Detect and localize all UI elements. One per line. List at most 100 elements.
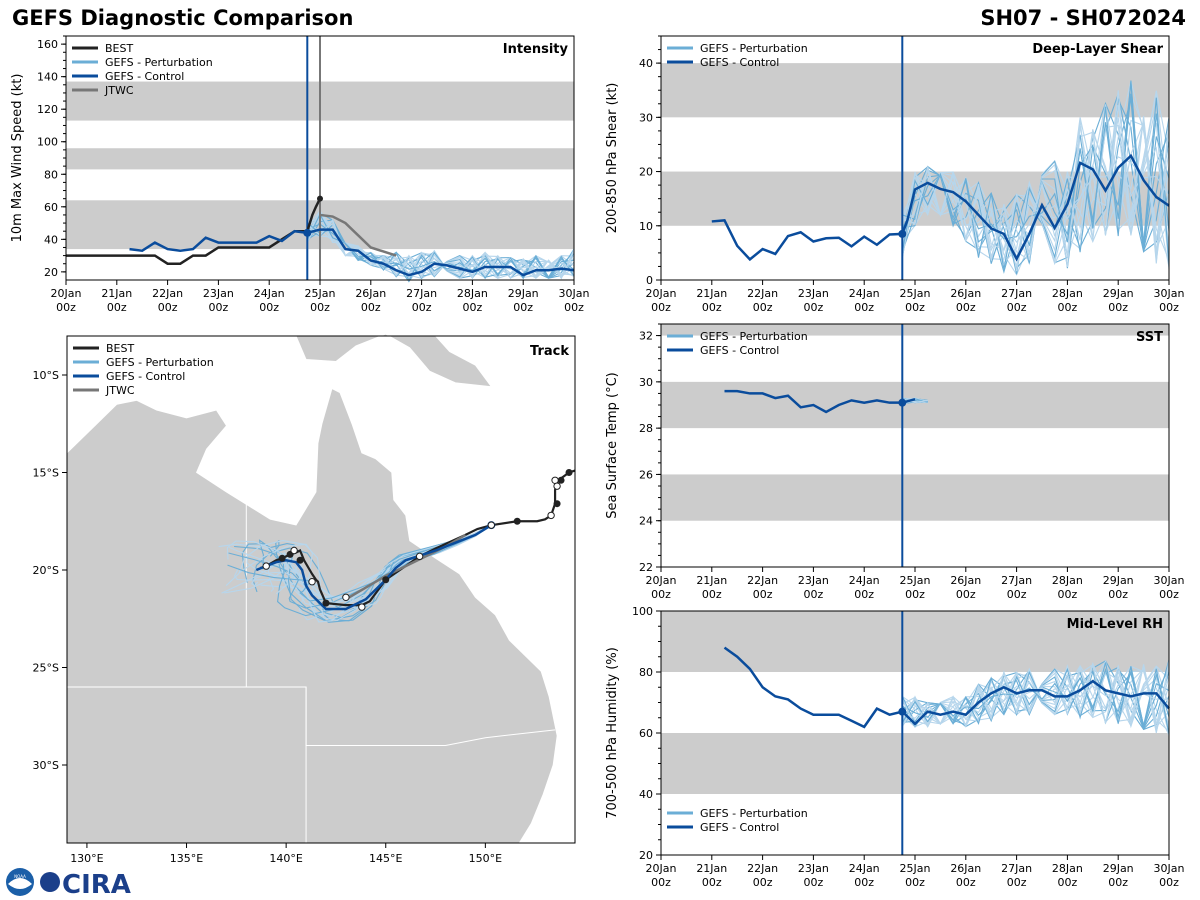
sst-threshold-band xyxy=(661,324,1169,336)
shear-y-tick-label: 20 xyxy=(639,166,653,179)
shear-x-tick-date: 28Jan xyxy=(1052,287,1083,300)
rh-threshold-band xyxy=(661,611,1169,672)
track-lat-tick-label: 25°S xyxy=(33,662,59,675)
track-best-marker-open xyxy=(358,603,366,611)
sst-x-tick-hour: 00z xyxy=(804,588,824,601)
sst-y-tick-label: 22 xyxy=(639,561,653,574)
shear-panel: 01020304020Jan00z21Jan00z22Jan00z23Jan00… xyxy=(605,35,1185,314)
shear-x-tick-date: 30Jan xyxy=(1154,287,1185,300)
sst-x-tick-date: 24Jan xyxy=(849,574,880,587)
shear-control-init-point xyxy=(898,229,907,238)
rh-y-tick-label: 100 xyxy=(632,605,653,618)
intensity-control-line xyxy=(129,228,575,277)
track-perturbation-member-line xyxy=(227,524,492,602)
shear-x-tick-hour: 00z xyxy=(1108,301,1128,314)
shear-y-tick-label: 40 xyxy=(639,57,653,70)
track-lon-tick-label: 150°E xyxy=(469,852,502,865)
track-best-marker-open xyxy=(308,578,316,586)
shear-x-tick-date: 27Jan xyxy=(1001,287,1032,300)
shear-x-tick-hour: 00z xyxy=(651,301,671,314)
sst-y-tick-label: 28 xyxy=(639,422,653,435)
sst-y-tick-label: 30 xyxy=(639,376,653,389)
intensity-x-tick-hour: 00z xyxy=(209,301,229,314)
shear-perturbation-member-line xyxy=(902,82,1170,275)
rh-y-tick-label: 40 xyxy=(639,788,653,801)
shear-x-tick-date: 24Jan xyxy=(849,287,880,300)
intensity-x-tick-hour: 00z xyxy=(259,301,279,314)
rh-x-tick-date: 27Jan xyxy=(1001,862,1032,875)
shear-title: Deep-Layer Shear xyxy=(1032,42,1163,57)
intensity-x-tick-date: 27Jan xyxy=(406,287,437,300)
intensity-x-tick-date: 23Jan xyxy=(203,287,234,300)
intensity-y-tick-label: 80 xyxy=(44,168,58,181)
track-best-marker-filled xyxy=(278,554,286,562)
intensity-x-tick-hour: 00z xyxy=(361,301,381,314)
shear-x-tick-hour: 00z xyxy=(1058,301,1078,314)
track-perturbation-member-line xyxy=(269,524,492,623)
storm-id: SH07 - SH072024 xyxy=(980,6,1186,30)
sst-x-tick-date: 28Jan xyxy=(1052,574,1083,587)
intensity-x-tick-hour: 00z xyxy=(56,301,76,314)
shear-y-tick-label: 0 xyxy=(646,274,653,287)
intensity-y-tick-label: 60 xyxy=(44,201,58,214)
shear-x-tick-hour: 00z xyxy=(854,301,874,314)
track-lat-tick-label: 30°S xyxy=(33,759,59,772)
shear-x-tick-date: 23Jan xyxy=(798,287,829,300)
rh-y-tick-label: 80 xyxy=(639,666,653,679)
track-best-marker-filled xyxy=(382,576,390,584)
main-title: GEFS Diagnostic Comparison xyxy=(12,6,354,30)
intensity-x-tick-date: 29Jan xyxy=(508,287,539,300)
sst-panel: 22242628303220Jan00z21Jan00z22Jan00z23Ja… xyxy=(605,323,1185,601)
track-best-marker-open xyxy=(487,521,496,529)
track-lon-tick-label: 140°E xyxy=(269,852,302,865)
sst-x-tick-hour: 00z xyxy=(1007,588,1027,601)
intensity-x-tick-hour: 00z xyxy=(310,301,330,314)
intensity-x-tick-hour: 00z xyxy=(564,301,584,314)
noaa-logo-text: NOAA xyxy=(14,874,26,879)
intensity-x-tick-date: 28Jan xyxy=(457,287,488,300)
shear-x-tick-date: 29Jan xyxy=(1103,287,1134,300)
track-best-marker-open xyxy=(553,482,561,490)
sst-x-tick-date: 30Jan xyxy=(1154,574,1185,587)
sst-y-tick-label: 32 xyxy=(639,330,653,343)
shear-x-tick-hour: 00z xyxy=(1007,301,1027,314)
rh-x-tick-hour: 00z xyxy=(1058,876,1078,889)
intensity-best-point xyxy=(317,195,323,202)
intensity-x-tick-hour: 00z xyxy=(107,301,127,314)
track-legend-label: GEFS - Perturbation xyxy=(106,356,214,369)
intensity-legend-label: GEFS - Control xyxy=(105,70,184,83)
rh-x-tick-date: 24Jan xyxy=(849,862,880,875)
track-best-marker-open xyxy=(342,593,350,601)
rh-x-tick-date: 28Jan xyxy=(1052,862,1083,875)
shear-x-tick-hour: 00z xyxy=(753,301,773,314)
rh-x-tick-date: 25Jan xyxy=(900,862,931,875)
rh-x-tick-hour: 00z xyxy=(702,876,722,889)
track-lon-tick-label: 130°E xyxy=(70,852,103,865)
shear-x-tick-hour: 00z xyxy=(1159,301,1179,314)
rh-panel: 2040608010020Jan00z21Jan00z22Jan00z23Jan… xyxy=(605,605,1184,889)
sst-x-tick-hour: 00z xyxy=(753,588,773,601)
rh-y-tick-label: 60 xyxy=(639,727,653,740)
track-state-border xyxy=(67,686,556,746)
sst-x-tick-date: 27Jan xyxy=(1001,574,1032,587)
sst-threshold-band xyxy=(661,474,1169,521)
rh-x-tick-hour: 00z xyxy=(1007,876,1027,889)
rh-x-tick-date: 29Jan xyxy=(1103,862,1134,875)
intensity-x-tick-hour: 00z xyxy=(463,301,483,314)
rh-x-tick-hour: 00z xyxy=(804,876,824,889)
track-best-marker-filled xyxy=(322,599,330,607)
sst-x-tick-date: 29Jan xyxy=(1103,574,1134,587)
track-lat-tick-label: 15°S xyxy=(33,467,59,480)
sst-x-tick-hour: 00z xyxy=(956,588,976,601)
rh-x-tick-date: 23Jan xyxy=(798,862,829,875)
intensity-x-tick-date: 22Jan xyxy=(152,287,183,300)
rh-x-tick-date: 26Jan xyxy=(950,862,981,875)
track-best-marker-filled xyxy=(557,476,565,484)
intensity-y-tick-label: 40 xyxy=(44,233,58,246)
sst-title: SST xyxy=(1136,330,1163,345)
shear-x-tick-date: 21Jan xyxy=(696,287,727,300)
sst-x-tick-date: 25Jan xyxy=(900,574,931,587)
intensity-x-tick-hour: 00z xyxy=(513,301,533,314)
shear-x-tick-hour: 00z xyxy=(956,301,976,314)
rh-x-tick-hour: 00z xyxy=(651,876,671,889)
